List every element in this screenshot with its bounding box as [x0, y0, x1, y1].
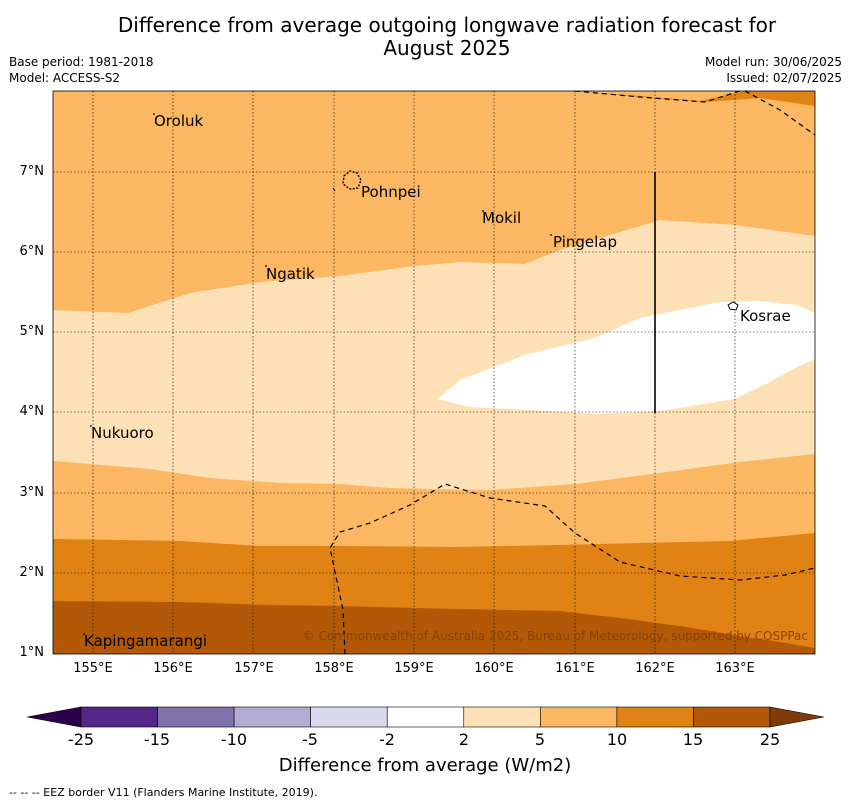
place-ngatik: Ngatik [266, 265, 315, 283]
lat-tick-1n: 1°N [19, 645, 45, 660]
colorbar-tick: 2 [458, 730, 470, 749]
colorbar-under-arrow [26, 706, 82, 728]
colorbar-swatch [463, 706, 541, 728]
place-nukuoro: Nukuoro [91, 424, 154, 442]
lon-tick-157e: 157°E [234, 661, 274, 676]
lat-tick-7n: 7°N [19, 164, 45, 179]
colorbar-tick: -2 [379, 730, 395, 749]
lon-tick-163e: 163°E [715, 661, 755, 676]
colorbar [26, 706, 825, 728]
anomaly-field [53, 91, 815, 654]
lat-tick-3n: 3°N [19, 485, 45, 500]
colorbar-swatch [80, 706, 158, 728]
kosrae-island [727, 301, 739, 311]
lon-tick-162e: 162°E [635, 661, 675, 676]
lat-tick-6n: 6°N [19, 244, 45, 259]
colorbar-over-arrow [769, 706, 825, 728]
title-line-1: Difference from average outgoing longwav… [117, 13, 777, 37]
pohnpei-island [342, 170, 362, 190]
lon-tick-158e: 158°E [314, 661, 354, 676]
colorbar-tick: -5 [302, 730, 318, 749]
lon-tick-156e: 156°E [153, 661, 193, 676]
place-kosrae: Kosrae [740, 307, 791, 325]
colorbar-swatch [386, 706, 465, 728]
colorbar-label: Difference from average (W/m2) [278, 755, 572, 776]
place-oroluk: Oroluk [154, 112, 203, 130]
band-neutral [438, 301, 815, 414]
lat-tick-2n: 2°N [19, 565, 45, 580]
colorbar-tick: 25 [759, 730, 781, 749]
place-pingelap: Pingelap [553, 233, 617, 251]
place-pohnpei: Pohnpei [361, 183, 421, 201]
map-title: Difference from average outgoing longwav… [0, 14, 850, 60]
colorbar-tick: -10 [220, 730, 248, 749]
colorbar-swatch [233, 706, 311, 728]
colorbar-swatch [157, 706, 235, 728]
lon-tick-155e: 155°E [73, 661, 113, 676]
copyright-text: © Commonwealth of Australia 2025, Bureau… [303, 629, 808, 643]
colorbar-swatch [616, 706, 694, 728]
band-10-15-north [53, 91, 815, 106]
issued-date: Issued: 02/07/2025 [726, 71, 842, 85]
colorbar-tick: 5 [534, 730, 546, 749]
band-15-25 [53, 601, 815, 654]
lon-tick-160e: 160°E [474, 661, 514, 676]
colorbar-tick: 15 [682, 730, 704, 749]
lon-tick-159e: 159°E [394, 661, 434, 676]
eez-border [329, 91, 815, 654]
meta-left: Base period: 1981-2018 Model: ACCESS-S2 [9, 54, 154, 86]
colorbar-tick: 10 [606, 730, 628, 749]
graticule [53, 91, 815, 654]
place-labels: Oroluk Pohnpei Mokil Pingelap Ngatik Kos… [84, 112, 791, 650]
lat-tick-4n: 4°N [19, 404, 45, 419]
band-2-5 [53, 220, 815, 490]
base-period: Base period: 1981-2018 [9, 55, 154, 69]
meta-right: Model run: 30/06/2025 Issued: 02/07/2025 [705, 54, 842, 86]
title-line-2: August 2025 [383, 36, 511, 60]
colorbar-tick: -25 [67, 730, 95, 749]
lat-tick-5n: 5°N [19, 324, 45, 339]
colorbar-swatch [693, 706, 771, 728]
colorbar-swatch [540, 706, 618, 728]
map-frame [52, 90, 816, 655]
place-markers [83, 113, 552, 635]
lon-tick-161e: 161°E [555, 661, 595, 676]
pohnpei-reef [332, 187, 336, 192]
colorbar-tick: -15 [143, 730, 171, 749]
model-run: Model run: 30/06/2025 [704, 55, 842, 69]
eez-footnote: -- -- -- EEZ border V11 (Flanders Marine… [9, 786, 318, 799]
model-name: Model: ACCESS-S2 [9, 71, 121, 85]
place-kapingamarangi: Kapingamarangi [84, 632, 207, 650]
place-mokil: Mokil [482, 209, 521, 227]
colorbar-swatch [310, 706, 388, 728]
